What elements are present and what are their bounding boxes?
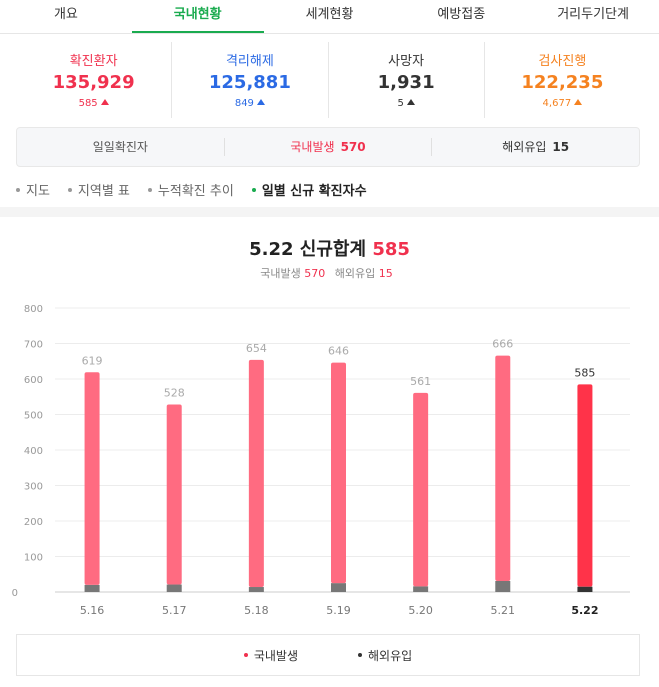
x-tick-label: 5.18 <box>244 604 269 617</box>
stat-value: 122,235 <box>521 72 604 93</box>
section-divider <box>0 207 659 217</box>
stat-confirmed: 확진환자 135,929 585 <box>16 42 173 118</box>
stat-value: 125,881 <box>208 72 291 93</box>
x-tick-label: 5.17 <box>162 604 187 617</box>
bullet-icon <box>251 188 256 192</box>
stat-delta: 585 <box>16 98 171 109</box>
chart-subtitle: 국내발생 570 해외유입 15 <box>260 267 393 280</box>
stat-delta: 5 <box>329 98 484 109</box>
stat-delta: 849 <box>172 98 327 109</box>
x-tick-label: 5.16 <box>80 604 105 617</box>
subnav-daily-new[interactable]: 일별 신규 확진자수 <box>251 180 367 199</box>
daily-overseas: 해외유입 15 <box>502 140 570 154</box>
x-tick-label: 5.21 <box>491 604 516 617</box>
bar-value-label: 654 <box>246 342 267 355</box>
bar-overseas <box>577 586 593 592</box>
y-tick-label: 300 <box>24 482 43 493</box>
stat-testing: 검사진행 122,235 4,677 <box>485 42 640 118</box>
bar-overseas <box>166 584 182 592</box>
daily-cases-chart: 0 100 200 300 400 500 600 700 800 619 5.16 528 5.17 6… <box>12 304 630 617</box>
y-tick-label: 400 <box>24 446 43 457</box>
bar-domestic <box>495 355 511 581</box>
stat-label: 확진환자 <box>69 54 118 69</box>
tab-distancing[interactable]: 거리두기단계 <box>557 7 629 22</box>
stats-summary: 확진환자 135,929 585 격리해제 125,881 849 사망자 1,… <box>16 42 640 118</box>
main-tabs: 개요 국내현황 세계현황 예방접종 거리두기단계 <box>0 0 659 34</box>
tab-world[interactable]: 세계현황 <box>305 7 354 22</box>
x-tick-label: 5.19 <box>326 604 351 617</box>
bar-domestic <box>577 384 593 587</box>
legend-dot-icon <box>243 652 248 657</box>
arrow-up-icon <box>256 99 265 105</box>
tab-overview[interactable]: 개요 <box>53 7 78 22</box>
stat-label: 검사진행 <box>538 54 587 69</box>
y-tick-label: 700 <box>24 340 43 351</box>
legend-overseas[interactable]: 해외유입 <box>358 647 412 664</box>
y-tick-label: 0 <box>12 588 18 599</box>
x-tick-label: 5.22 <box>571 604 598 617</box>
x-tick-label: 5.20 <box>408 604 433 617</box>
bar-value-label: 666 <box>492 338 513 351</box>
stat-label: 격리해제 <box>225 54 274 69</box>
y-tick-label: 600 <box>24 375 43 386</box>
subnav-cumulative[interactable]: 누적확진 추이 <box>147 180 234 199</box>
subnav-map[interactable]: 지도 <box>16 180 50 199</box>
chart-legend: 국내발생 해외유입 <box>16 634 640 676</box>
chart-subnav: 지도 지역별 표 누적확진 추이 일별 신규 확진자수 <box>16 180 385 199</box>
bar-overseas <box>495 580 511 592</box>
y-tick-label: 200 <box>24 517 43 528</box>
bar-domestic <box>331 362 346 584</box>
bar-value-label: 585 <box>574 366 595 379</box>
arrow-up-icon <box>100 99 109 105</box>
chart-title: 5.22 신규합계 585 <box>249 239 410 260</box>
legend-domestic[interactable]: 국내발생 <box>243 647 298 664</box>
bar-value-label: 646 <box>328 345 349 358</box>
bullet-icon <box>16 188 20 192</box>
stat-released: 격리해제 125,881 849 <box>172 42 329 118</box>
tab-domestic[interactable]: 국내현황 <box>131 0 264 33</box>
stat-value: 1,931 <box>377 72 435 93</box>
subnav-region-table[interactable]: 지역별 표 <box>67 180 130 199</box>
bullet-icon <box>67 188 72 192</box>
bar-overseas <box>84 584 100 592</box>
daily-domestic: 국내발생 570 <box>225 138 433 156</box>
bar-value-label: 528 <box>164 387 185 400</box>
bar-overseas <box>413 586 429 592</box>
bar-domestic <box>166 404 182 585</box>
bar-domestic <box>248 359 264 588</box>
daily-label: 일일확진자 <box>17 138 225 156</box>
bar-domestic <box>84 372 100 585</box>
bar-overseas <box>331 583 346 592</box>
legend-dot-icon <box>358 652 362 657</box>
bullet-icon <box>147 188 152 192</box>
stat-delta: 4,677 <box>485 98 640 109</box>
y-tick-label: 800 <box>24 304 43 315</box>
tab-vaccination[interactable]: 예방접종 <box>437 7 486 22</box>
bar-overseas <box>248 587 264 592</box>
stat-label: 사망자 <box>388 54 425 69</box>
stat-value: 135,929 <box>52 72 135 93</box>
stat-deaths: 사망자 1,931 5 <box>329 42 485 118</box>
daily-summary-bar: 일일확진자 국내발생 570 해외유입 15 <box>16 127 640 167</box>
bar-value-label: 561 <box>410 375 431 388</box>
y-tick-label: 100 <box>24 553 43 564</box>
arrow-up-icon <box>406 99 415 105</box>
arrow-up-icon <box>574 99 583 105</box>
y-tick-label: 500 <box>24 411 43 422</box>
bar-value-label: 619 <box>82 354 103 367</box>
bar-domestic <box>413 392 429 587</box>
